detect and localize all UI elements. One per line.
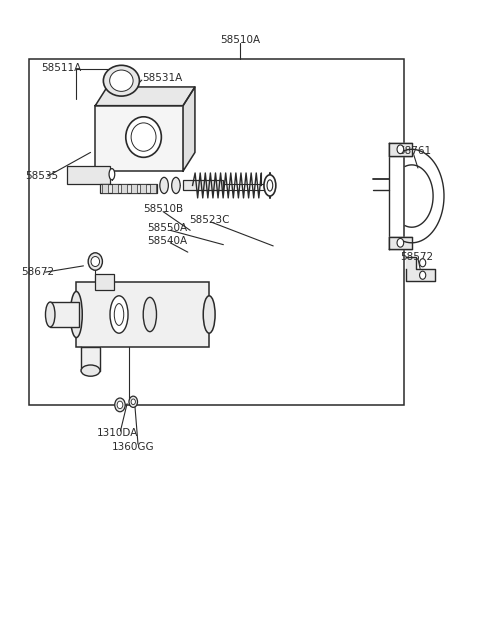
Text: 1360GG: 1360GG: [112, 442, 155, 452]
Text: 58535: 58535: [25, 171, 59, 181]
Polygon shape: [81, 347, 100, 370]
Ellipse shape: [267, 180, 273, 191]
Ellipse shape: [203, 296, 215, 333]
Text: 58523C: 58523C: [189, 215, 230, 225]
Polygon shape: [389, 143, 412, 155]
Bar: [96, 274, 114, 289]
Ellipse shape: [397, 238, 404, 247]
Text: 58510A: 58510A: [220, 35, 260, 45]
Ellipse shape: [131, 399, 135, 404]
Ellipse shape: [126, 117, 161, 157]
Ellipse shape: [420, 259, 426, 267]
Polygon shape: [96, 87, 195, 106]
Ellipse shape: [420, 271, 426, 279]
Text: 58672: 58672: [21, 267, 54, 277]
Bar: [29, 59, 404, 405]
Ellipse shape: [117, 401, 123, 409]
Text: 58761: 58761: [398, 146, 431, 156]
Ellipse shape: [115, 398, 125, 412]
Ellipse shape: [397, 145, 404, 153]
Ellipse shape: [109, 169, 115, 180]
Bar: [67, 166, 109, 184]
Bar: [121, 184, 127, 193]
Text: 58572: 58572: [400, 252, 433, 262]
Bar: [102, 184, 108, 193]
Bar: [50, 302, 79, 327]
Text: 58540A: 58540A: [147, 236, 188, 246]
Ellipse shape: [46, 302, 55, 327]
Ellipse shape: [114, 304, 124, 325]
Ellipse shape: [264, 175, 276, 196]
Ellipse shape: [88, 253, 102, 270]
Ellipse shape: [109, 70, 133, 91]
Bar: [150, 184, 156, 193]
Ellipse shape: [160, 177, 168, 194]
Ellipse shape: [91, 257, 99, 267]
Ellipse shape: [110, 296, 128, 333]
Polygon shape: [183, 87, 195, 171]
Text: 58511A: 58511A: [42, 63, 82, 72]
Ellipse shape: [103, 65, 139, 96]
Bar: [131, 184, 137, 193]
Ellipse shape: [81, 365, 100, 376]
Ellipse shape: [172, 177, 180, 194]
Bar: [140, 184, 146, 193]
Bar: [112, 184, 118, 193]
Bar: [76, 282, 209, 347]
Text: 58550A: 58550A: [147, 223, 188, 233]
Ellipse shape: [143, 298, 156, 331]
Polygon shape: [406, 257, 434, 281]
Polygon shape: [389, 237, 412, 249]
Ellipse shape: [131, 123, 156, 151]
Text: 1310DA: 1310DA: [96, 428, 138, 438]
Ellipse shape: [71, 291, 82, 338]
Text: 58531A: 58531A: [142, 73, 182, 83]
Text: 58510B: 58510B: [143, 204, 183, 214]
Ellipse shape: [129, 396, 138, 408]
Bar: [96, 106, 183, 171]
Bar: [100, 184, 157, 193]
Bar: [183, 181, 223, 191]
